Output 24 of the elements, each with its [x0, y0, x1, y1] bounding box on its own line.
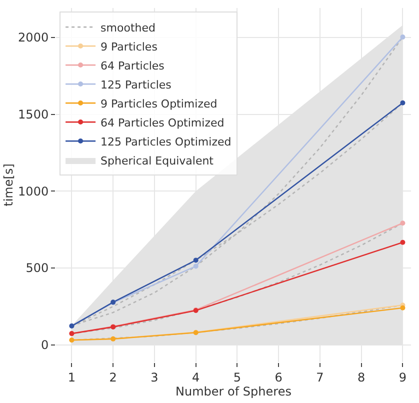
x-axis-title: Number of Spheres [176, 384, 292, 398]
y-tick-label: 1500 [18, 107, 49, 122]
x-tick-label: 8 [358, 370, 366, 384]
x-tick-label: 6 [274, 370, 282, 384]
legend-label: 9 Particles Optimized [100, 97, 218, 110]
y-tick-label: 500 [26, 261, 49, 276]
legend-label: 125 Particles Optimized [100, 135, 232, 148]
x-tick-label: 9 [398, 370, 407, 384]
legend-label: smoothed [100, 21, 156, 34]
x-tick-label: 2 [109, 370, 117, 384]
x-tick-label: 4 [192, 370, 200, 384]
x-tick-label: 5 [233, 370, 242, 384]
legend-label: 9 Particles [100, 40, 158, 54]
legend-label: 64 Particles Optimized [100, 116, 224, 130]
y-tick-label: 2000 [18, 30, 49, 45]
y-axis-title: time[s] [1, 164, 16, 206]
y-tick-label: 1000 [18, 184, 49, 198]
x-tick-label: 1 [68, 370, 76, 384]
legend-label: Spherical Equivalent [100, 154, 214, 168]
legend-label: 125 Particles [100, 78, 172, 92]
x-tick-label: 3 [150, 370, 158, 384]
legend-label: 64 Particles [100, 59, 165, 72]
y-tick-label: 0 [40, 338, 49, 352]
x-tick-label: 7 [316, 370, 324, 384]
